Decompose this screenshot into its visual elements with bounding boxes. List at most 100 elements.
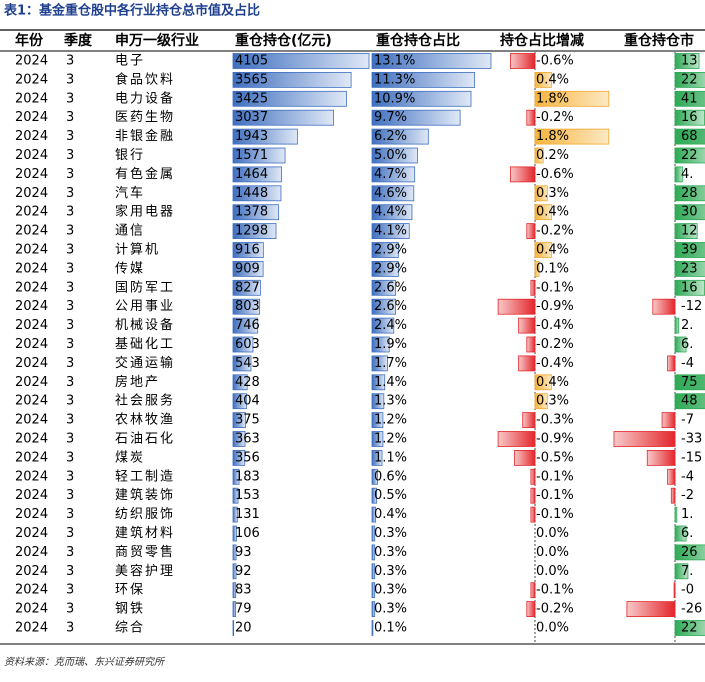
industry-cell: 建筑装饰 [115, 487, 175, 503]
change-cell: 0.1% [536, 261, 569, 276]
quarter-cell: 3 [66, 621, 74, 636]
change-cell: -0.1% [536, 280, 574, 295]
change-cell: -0.2% [536, 110, 574, 125]
share-cell: 1.2% [374, 432, 407, 447]
share-bar [371, 487, 377, 504]
change-bar [534, 204, 552, 221]
change-cell: 1.8% [536, 91, 569, 106]
share-cell: 4.6% [374, 186, 407, 201]
value-change-bar [674, 147, 705, 164]
share-cell: 2.9% [374, 243, 407, 258]
quarter-cell: 3 [66, 526, 74, 541]
share-cell: 5.0% [374, 148, 407, 163]
year-cell: 2024 [15, 280, 48, 295]
share-bar [371, 525, 376, 542]
share-cell: 11.3% [374, 72, 415, 87]
value-change-cell: -4 [681, 469, 694, 484]
industry-cell: 美容护理 [115, 563, 175, 579]
change-bar [530, 487, 536, 504]
table-title: 表1：基金重仓股中各行业持仓总市值及占比 [3, 3, 260, 19]
quarter-cell: 3 [66, 167, 74, 182]
value-change-cell: 39 [681, 243, 698, 258]
share-bar [371, 620, 374, 636]
holding-bar [232, 260, 264, 277]
holding-cell: 1464 [235, 167, 268, 182]
change-cell: -0.2% [536, 224, 574, 239]
value-change-bar [674, 620, 705, 636]
share-bar [371, 449, 383, 466]
column-header: 申万一级行业 [115, 32, 199, 49]
year-cell: 2024 [15, 167, 48, 182]
industry-cell: 传媒 [115, 261, 145, 276]
industry-cell: 房地产 [115, 374, 160, 390]
quarter-cell: 3 [66, 337, 74, 352]
share-bar [371, 260, 399, 277]
year-cell: 2024 [15, 564, 48, 579]
holding-cell: 1448 [235, 186, 268, 201]
column-header: 重仓持仓占比 [376, 32, 460, 49]
share-bar [371, 128, 429, 145]
holding-cell: 92 [235, 564, 252, 579]
share-cell: 0.3% [374, 602, 407, 617]
value-change-cell: 22 [681, 72, 698, 87]
change-cell: -0.3% [536, 413, 574, 428]
industry-cell: 公用事业 [115, 299, 175, 314]
holding-bar [232, 412, 246, 429]
change-cell: -0.6% [536, 167, 574, 182]
share-cell: 9.7% [374, 110, 407, 125]
holding-cell: 3425 [235, 91, 268, 106]
change-cell: -0.4% [536, 356, 574, 371]
industry-cell: 有色金属 [115, 166, 175, 182]
industry-cell: 轻工制造 [115, 469, 175, 484]
year-cell: 2024 [15, 394, 48, 409]
value-change-cell: 30 [681, 205, 698, 220]
share-bar [371, 355, 388, 372]
quarter-cell: 3 [66, 394, 74, 409]
industry-cell: 汽车 [115, 185, 145, 201]
holding-bar [232, 166, 282, 183]
share-cell: 4.1% [374, 224, 407, 239]
change-cell: -0.5% [536, 450, 574, 465]
holding-cell: 153 [235, 488, 260, 503]
holding-cell: 603 [235, 337, 260, 352]
quarter-cell: 3 [66, 148, 74, 163]
value-change-bar [646, 449, 676, 466]
industry-cell: 电子 [115, 54, 145, 69]
holding-bar [232, 279, 261, 296]
value-change-bar [674, 563, 689, 580]
industry-cell: 农林牧渔 [115, 413, 175, 428]
value-change-bar [674, 393, 705, 410]
year-cell: 2024 [15, 243, 48, 258]
holding-cell: 83 [235, 583, 252, 598]
share-bar [371, 185, 415, 202]
quarter-cell: 3 [66, 413, 74, 428]
holding-cell: 543 [235, 356, 260, 371]
value-change-bar [661, 412, 676, 429]
holding-cell: 79 [235, 602, 252, 617]
value-change-cell: 16 [681, 280, 698, 295]
share-bar [371, 544, 376, 561]
year-cell: 2024 [15, 337, 48, 352]
year-cell: 2024 [15, 318, 48, 333]
value-change-cell: -26 [681, 602, 702, 617]
share-bar [371, 109, 461, 126]
holding-bar [232, 506, 238, 523]
share-cell: 2.6% [374, 280, 407, 295]
value-change-cell: 1. [681, 507, 693, 522]
share-cell: 2.6% [374, 299, 407, 314]
holding-bar [232, 242, 264, 258]
value-change-cell: 7. [681, 564, 693, 579]
share-bar [371, 90, 472, 107]
change-cell: 0.2% [536, 148, 569, 163]
year-cell: 2024 [15, 110, 48, 125]
share-cell: 0.6% [374, 469, 407, 484]
industry-cell: 交通运输 [115, 355, 175, 371]
share-cell: 10.9% [374, 91, 415, 106]
holding-cell: 106 [235, 526, 260, 541]
change-bar [514, 449, 536, 466]
quarter-cell: 3 [66, 450, 74, 465]
change-cell: -0.1% [536, 469, 574, 484]
value-change-cell: -33 [681, 432, 702, 447]
change-bar [526, 601, 536, 617]
share-bar [371, 412, 384, 429]
